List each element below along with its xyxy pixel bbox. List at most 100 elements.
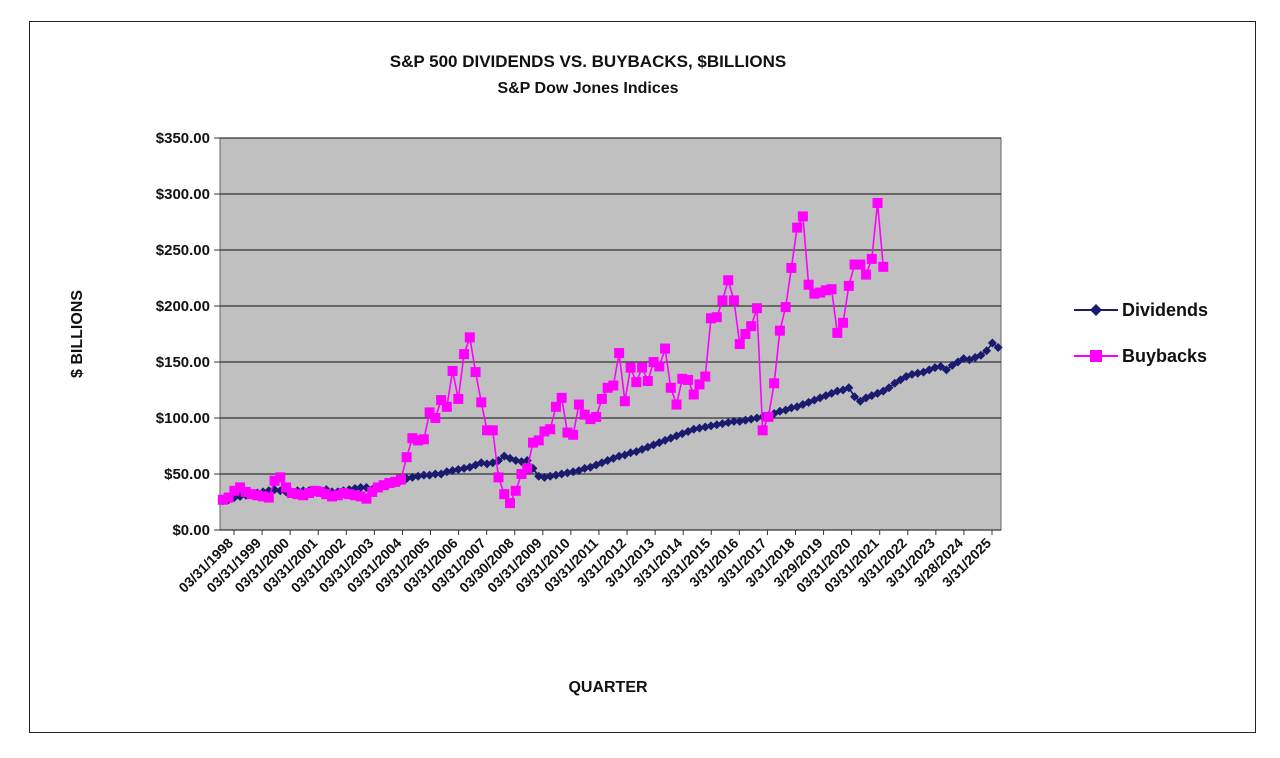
y-tick-label: $250.00	[156, 242, 210, 259]
data-point-dividends	[953, 357, 963, 367]
data-point-buybacks	[878, 261, 889, 272]
data-point-dividends	[993, 342, 1003, 352]
data-point-buybacks	[573, 399, 584, 410]
data-point-buybacks	[355, 491, 366, 502]
data-point-dividends	[729, 416, 739, 426]
data-point-buybacks	[746, 321, 757, 332]
data-point-dividends	[453, 465, 463, 475]
data-point-buybacks	[660, 343, 671, 354]
data-point-buybacks	[872, 197, 883, 208]
data-point-buybacks	[711, 312, 722, 323]
data-point-buybacks	[395, 474, 406, 485]
data-point-dividends	[775, 406, 785, 416]
y-axis-label: $ BILLIONS	[69, 290, 86, 378]
y-tick-label: $100.00	[156, 410, 210, 427]
data-point-buybacks	[855, 259, 866, 270]
data-point-buybacks	[258, 491, 269, 502]
data-point-dividends	[976, 350, 986, 360]
data-point-dividends	[786, 403, 796, 413]
data-point-dividends	[534, 471, 544, 481]
data-point-buybacks	[430, 413, 441, 423]
data-point-dividends	[884, 383, 894, 393]
data-point-dividends	[448, 466, 458, 476]
data-point-dividends	[413, 471, 423, 481]
data-point-buybacks	[304, 488, 315, 499]
data-point-buybacks	[459, 349, 470, 360]
data-point-buybacks	[838, 317, 849, 328]
data-point-buybacks	[533, 435, 544, 446]
data-point-buybacks	[424, 407, 435, 418]
data-point-buybacks	[326, 491, 337, 502]
data-point-buybacks	[849, 259, 860, 270]
data-point-dividends	[844, 383, 854, 393]
data-point-dividends	[539, 472, 549, 482]
data-point-buybacks	[447, 365, 458, 376]
data-point-buybacks	[275, 472, 286, 483]
data-point-buybacks	[763, 411, 774, 422]
data-point-dividends	[419, 470, 429, 480]
data-point-dividends	[557, 469, 567, 479]
data-point-dividends	[855, 396, 865, 406]
data-point-dividends	[930, 363, 940, 373]
plot-area	[219, 137, 1002, 531]
data-point-dividends	[695, 423, 705, 433]
y-tick-label: $50.00	[164, 466, 210, 483]
data-point-buybacks	[642, 376, 653, 387]
data-point-buybacks	[596, 393, 607, 404]
data-point-buybacks	[815, 287, 826, 298]
data-point-buybacks	[820, 285, 831, 296]
data-point-buybacks	[235, 482, 246, 493]
data-point-buybacks	[516, 469, 527, 479]
data-point-dividends	[913, 368, 923, 378]
y-tick-label: $150.00	[156, 354, 210, 371]
data-point-dividends	[723, 417, 733, 427]
data-point-buybacks	[568, 429, 579, 440]
data-point-buybacks	[740, 329, 751, 339]
data-point-buybacks	[286, 488, 297, 499]
data-point-buybacks	[705, 313, 716, 324]
data-point-dividends	[407, 472, 417, 482]
chart-subtitle: S&P Dow Jones Indices	[497, 80, 678, 97]
legend-item-dividends[interactable]: Dividends	[1074, 300, 1208, 320]
data-point-dividends	[551, 470, 561, 480]
chart-title: S&P 500 DIVIDENDS VS. BUYBACKS, $BILLION…	[390, 52, 786, 71]
data-point-buybacks	[728, 295, 739, 306]
data-point-buybacks	[809, 288, 820, 299]
data-point-dividends	[700, 422, 710, 432]
data-point-buybacks	[619, 396, 630, 407]
data-point-buybacks	[637, 362, 648, 373]
data-point-buybacks	[527, 437, 538, 448]
data-point-buybacks	[585, 414, 596, 425]
data-point-buybacks	[510, 485, 521, 496]
data-point-dividends	[626, 448, 636, 458]
data-point-buybacks	[344, 489, 355, 500]
data-point-buybacks	[522, 463, 533, 474]
data-point-buybacks	[550, 401, 561, 412]
data-point-dividends	[580, 463, 590, 473]
data-point-buybacks	[372, 482, 383, 493]
data-point-buybacks	[786, 262, 797, 273]
legend-label-dividends: Dividends	[1122, 300, 1208, 320]
legend-item-buybacks[interactable]: Buybacks	[1074, 346, 1207, 366]
data-point-buybacks	[332, 490, 343, 501]
data-point-buybacks	[769, 378, 780, 389]
data-point-buybacks	[464, 332, 475, 343]
data-point-buybacks	[579, 409, 590, 420]
data-point-buybacks	[625, 362, 636, 373]
data-point-buybacks	[315, 486, 326, 497]
data-point-buybacks	[832, 327, 843, 338]
chart-frame: S&P 500 DIVIDENDS VS. BUYBACKS, $BILLION…	[29, 21, 1256, 733]
data-point-dividends	[740, 415, 750, 425]
data-point-dividends	[735, 416, 745, 426]
data-point-buybacks	[556, 392, 567, 403]
data-point-buybacks	[407, 433, 418, 444]
y-tick-label: $350.00	[156, 130, 210, 147]
data-point-dividends	[896, 375, 906, 385]
data-point-buybacks	[470, 367, 481, 378]
data-point-buybacks	[861, 269, 872, 280]
legend[interactable]: Dividends Buybacks	[1074, 300, 1208, 366]
data-point-buybacks	[677, 373, 688, 384]
data-point-buybacks	[751, 303, 762, 314]
data-point-buybacks	[269, 475, 280, 486]
data-point-dividends	[545, 471, 555, 481]
